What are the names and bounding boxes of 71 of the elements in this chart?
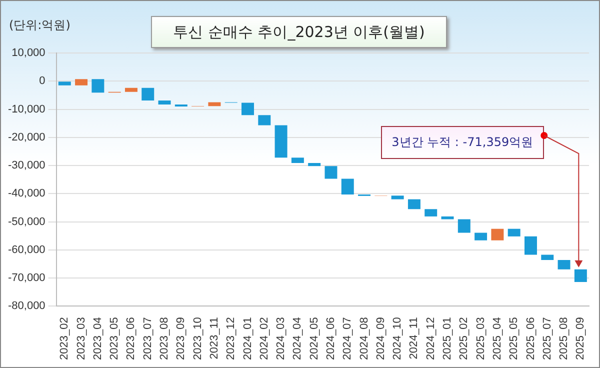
bar <box>274 125 288 158</box>
y-tick-label: -10,000 <box>8 103 46 116</box>
bar <box>541 254 554 260</box>
y-tick-label: -60,000 <box>8 244 46 256</box>
x-tick-label: 2023_06 <box>125 317 138 360</box>
chart-title: 투신 순매수 추이_2023년 이후(월별) <box>151 16 447 48</box>
x-tick-label: 2024_12 <box>424 317 437 360</box>
x-tick-label: 2024_01 <box>242 317 254 360</box>
bar <box>524 236 537 255</box>
bar <box>408 199 420 210</box>
x-tick-label: 2025_08 <box>558 317 570 360</box>
y-axis-title: (단위:억원) <box>9 17 70 34</box>
x-tick-label: 2023_07 <box>142 317 154 360</box>
y-tick-label: -40,000 <box>8 188 46 200</box>
y-tick-label: 10,000 <box>12 47 46 60</box>
bar <box>308 162 321 166</box>
x-tick-label: 2025_05 <box>508 317 520 360</box>
x-tick-label: 2025_07 <box>541 317 554 360</box>
bar <box>158 100 171 104</box>
x-tick-label: 2024_03 <box>275 317 288 360</box>
x-tick-label: 2023_03 <box>75 317 88 360</box>
x-tick-label: 2025_09 <box>574 317 587 360</box>
x-tick-label: 2024_05 <box>308 317 320 360</box>
x-tick-label: 2023_09 <box>175 317 188 360</box>
bar <box>58 82 71 86</box>
bar <box>258 115 271 126</box>
bar <box>491 228 504 240</box>
bar <box>474 232 488 240</box>
x-tick-label: 2025_06 <box>524 317 537 360</box>
x-tick-label: 2024_11 <box>408 317 420 360</box>
bar <box>441 216 454 220</box>
x-tick-label: 2023_10 <box>192 317 204 360</box>
x-tick-label: 2025_04 <box>491 317 504 360</box>
y-tick-label: -50,000 <box>8 216 46 228</box>
bar <box>291 158 304 163</box>
x-tick-label: 2025_01 <box>442 317 454 360</box>
x-tick-label: 2023_12 <box>225 317 238 360</box>
x-tick-label: 2025_03 <box>474 317 487 360</box>
x-tick-label: 2024_07 <box>342 317 354 360</box>
bar <box>424 209 438 216</box>
bar <box>458 219 470 233</box>
bar <box>341 178 354 194</box>
bar <box>508 228 520 236</box>
y-tick-label: 0 <box>39 75 46 88</box>
y-tick-label: -30,000 <box>8 160 46 172</box>
bar <box>208 102 221 106</box>
bar <box>324 166 338 179</box>
x-tick-label: 2024_04 <box>292 317 304 360</box>
x-tick-label: 2025_02 <box>458 317 470 360</box>
bar <box>558 260 570 270</box>
bar <box>574 269 587 282</box>
y-tick-label: -80,000 <box>8 300 46 312</box>
x-tick-label: 2023_08 <box>158 317 171 360</box>
x-tick-label: 2024_06 <box>325 317 338 360</box>
x-tick-label: 2023_04 <box>92 317 104 360</box>
annotation: 3년간 누적 : -71,359억원 <box>380 126 544 159</box>
x-tick-label: 2024_02 <box>258 317 270 360</box>
x-tick-label: 2024_09 <box>374 317 387 360</box>
bar <box>92 79 104 93</box>
x-tick-label: 2023_05 <box>108 317 121 360</box>
y-tick-label: -20,000 <box>8 131 46 144</box>
x-tick-label: 2024_10 <box>392 317 404 360</box>
bar <box>142 88 154 101</box>
bar <box>242 102 254 116</box>
x-tick-label: 2024_08 <box>358 317 370 360</box>
bar <box>391 196 404 200</box>
x-tick-label: 2023_11 <box>208 317 220 360</box>
bar <box>75 79 88 86</box>
y-tick-label: -70,000 <box>8 272 46 284</box>
x-tick-label: 2023_02 <box>58 317 71 360</box>
bar <box>124 88 138 92</box>
